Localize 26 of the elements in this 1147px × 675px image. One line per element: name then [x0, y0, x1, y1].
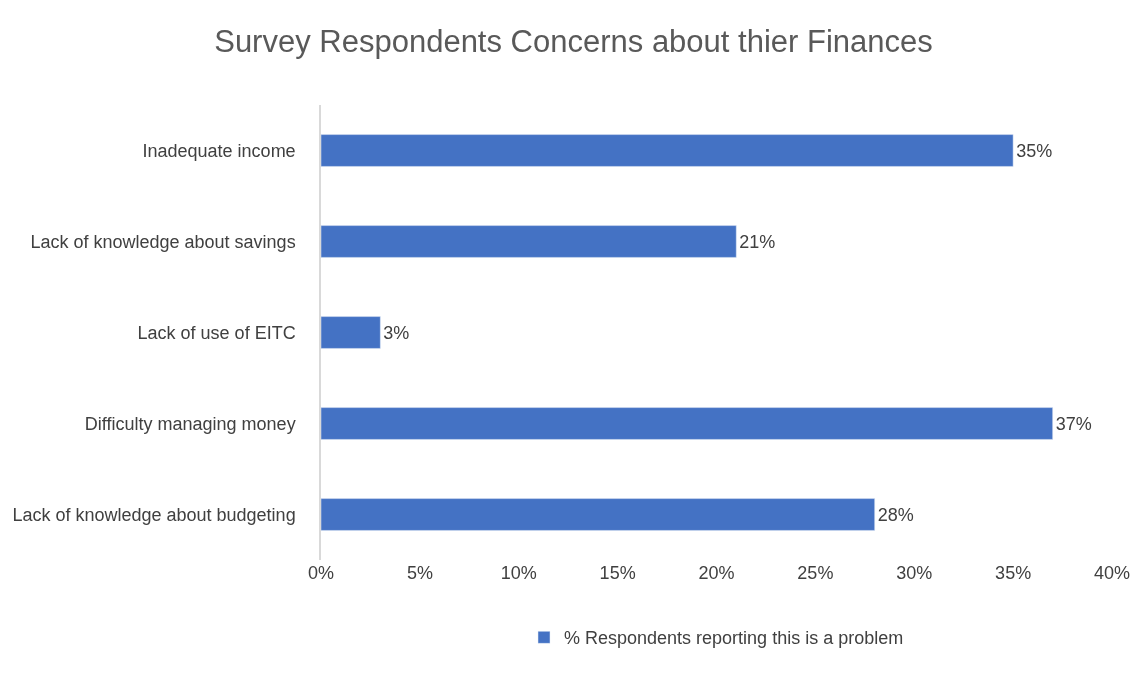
x-tick-label: 25%: [797, 563, 834, 583]
data-label: 3%: [383, 322, 410, 343]
bar: [321, 407, 1053, 440]
x-tick-label: 30%: [896, 563, 933, 583]
data-label: 35%: [1016, 140, 1053, 161]
x-tick-label: 10%: [500, 563, 537, 583]
data-label: 28%: [877, 504, 914, 525]
y-tick-label: Lack of use of EITC: [137, 322, 296, 343]
y-tick-label: Lack of knowledge about budgeting: [12, 504, 296, 525]
chart-title: Survey Respondents Concerns about thier Finances: [214, 24, 933, 60]
bar: [321, 498, 875, 531]
data-label: 21%: [739, 231, 776, 252]
y-tick-label: Inadequate income: [142, 140, 296, 161]
y-tick-label: Difficulty managing money: [84, 413, 296, 434]
x-tick-label: 15%: [599, 563, 636, 583]
x-tick-label: 20%: [698, 563, 735, 583]
bar: [321, 225, 737, 258]
legend-label: % Respondents reporting this is a problem: [564, 628, 904, 649]
bar: [321, 134, 1014, 167]
bar: [321, 316, 381, 349]
x-tick-label: 35%: [995, 563, 1032, 583]
x-tick-label: 40%: [1093, 563, 1131, 583]
x-tick-label: 0%: [307, 563, 335, 583]
x-tick-label: 5%: [406, 563, 433, 583]
data-label: 37%: [1055, 413, 1092, 434]
y-tick-label: Lack of knowledge about savings: [30, 231, 296, 252]
